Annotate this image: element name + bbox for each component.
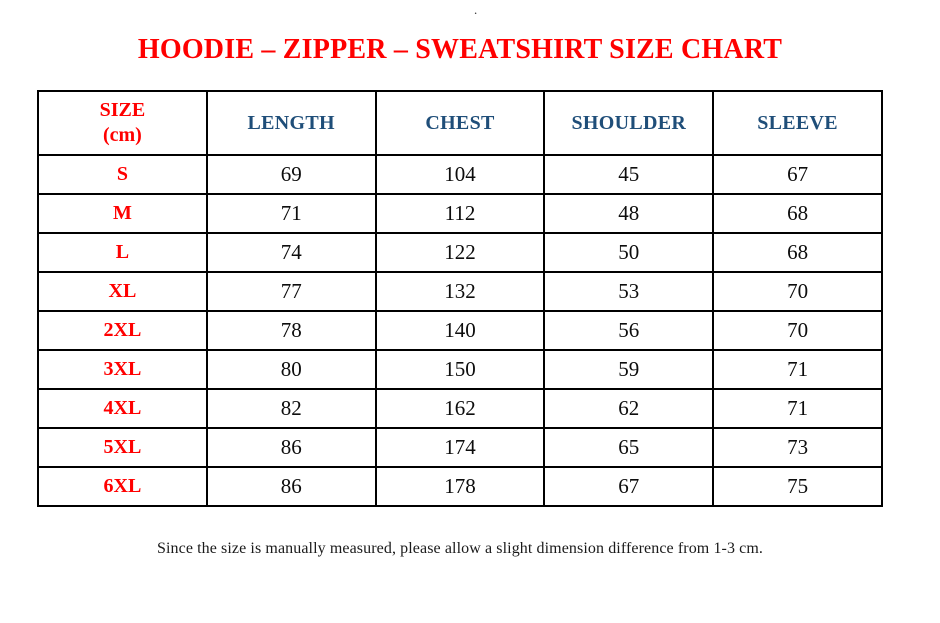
size-label-cell: L [37,232,208,273]
table-row: 2XL 78 140 56 70 [37,310,883,351]
length-value-cell: 86 [205,427,377,468]
size-label-cell: 6XL [37,466,208,507]
stray-dot: . [474,2,478,17]
size-label-cell: 5XL [37,427,208,468]
chest-value-cell: 132 [374,271,546,312]
size-label-cell: 3XL [37,349,208,390]
shoulder-value-cell: 65 [543,427,715,468]
sleeve-value-cell: 71 [712,349,883,390]
footer-note: Since the size is manually measured, ple… [156,540,764,557]
chest-value-cell: 104 [374,154,546,195]
shoulder-value-cell: 56 [543,310,715,351]
size-label-cell: 4XL [37,388,208,429]
header-length: LENGTH [205,90,377,156]
length-value-cell: 78 [205,310,377,351]
table-row: S 69 104 45 67 [37,154,883,195]
table-row: 6XL 86 178 67 75 [37,466,883,507]
sleeve-value-cell: 68 [712,232,883,273]
sleeve-value-cell: 67 [712,154,883,195]
table-row: M 71 112 48 68 [37,193,883,234]
size-label-cell: XL [37,271,208,312]
table-row: L 74 122 50 68 [37,232,883,273]
size-label-cell: M [37,193,208,234]
chest-value-cell: 174 [374,427,546,468]
chest-value-cell: 150 [374,349,546,390]
length-value-cell: 74 [205,232,377,273]
size-chart-table: SIZE (cm) LENGTH CHEST SHOULDER SLEEVE S… [37,90,883,507]
chest-value-cell: 178 [374,466,546,507]
chest-value-cell: 162 [374,388,546,429]
table-header-row: SIZE (cm) LENGTH CHEST SHOULDER SLEEVE [37,90,883,156]
sleeve-value-cell: 73 [712,427,883,468]
shoulder-value-cell: 50 [543,232,715,273]
table-row: 3XL 80 150 59 71 [37,349,883,390]
table-row: 5XL 86 174 65 73 [37,427,883,468]
size-label-cell: 2XL [37,310,208,351]
shoulder-value-cell: 48 [543,193,715,234]
length-value-cell: 69 [205,154,377,195]
sleeve-value-cell: 70 [712,271,883,312]
chest-value-cell: 122 [374,232,546,273]
table-row: XL 77 132 53 70 [37,271,883,312]
length-value-cell: 71 [205,193,377,234]
length-value-cell: 86 [205,466,377,507]
shoulder-value-cell: 45 [543,154,715,195]
size-chart-body: S 69 104 45 67 M 71 112 48 68 L 74 122 50 68 XL 77 132 53 7… [37,154,883,507]
header-size-line1: SIZE [99,99,146,121]
size-label-cell: S [37,154,208,195]
shoulder-value-cell: 67 [543,466,715,507]
sleeve-value-cell: 70 [712,310,883,351]
chest-value-cell: 140 [374,310,546,351]
length-value-cell: 77 [205,271,377,312]
header-shoulder: SHOULDER [543,90,715,156]
header-sleeve: SLEEVE [712,90,883,156]
sleeve-value-cell: 68 [712,193,883,234]
chest-value-cell: 112 [374,193,546,234]
shoulder-value-cell: 53 [543,271,715,312]
length-value-cell: 80 [205,349,377,390]
sleeve-value-cell: 71 [712,388,883,429]
length-value-cell: 82 [205,388,377,429]
header-size-line2: (cm) [102,124,142,146]
shoulder-value-cell: 62 [543,388,715,429]
shoulder-value-cell: 59 [543,349,715,390]
header-chest: CHEST [374,90,546,156]
table-row: 4XL 82 162 62 71 [37,388,883,429]
header-size-cm: SIZE (cm) [37,90,208,156]
page-title: HOODIE – ZIPPER – SWEATSHIRT SIZE CHART [137,34,783,65]
sleeve-value-cell: 75 [712,466,883,507]
